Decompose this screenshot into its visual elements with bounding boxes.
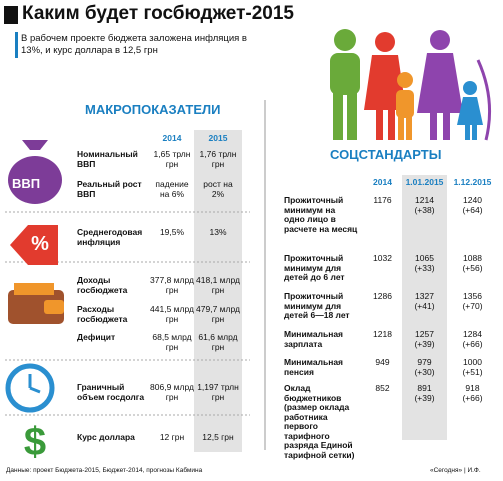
cell: 1218 [373,329,392,339]
change: (+56) [462,263,483,273]
cell: 806,9 млрд грн [150,382,194,402]
row-label: Оклад бюджетников (размер оклада работни… [284,383,355,460]
column-header: 1.12.2015 [453,177,492,187]
cell: 1065 [415,253,434,263]
source: Данные: проект Бюджета-2015, Бюджет-2014… [6,467,203,474]
subtitle: В рабочем проекте бюджета заложена инфля… [21,33,247,56]
cell: рост на 2% [203,179,233,199]
title: Каким будет госбюджет-2015 [22,3,295,24]
row-label: Дефицит [77,332,116,342]
percent-icon: % [10,225,58,265]
cell: 1032 [373,253,392,263]
change: (+30) [414,367,435,377]
change: (+38) [414,205,435,215]
row-label: Курс доллара [77,432,135,442]
row-label: Реальный рост ВВП [77,179,142,199]
change: (+64) [462,205,483,215]
cell: 1284 [463,329,482,339]
change: (+70) [462,301,483,311]
change: (+39) [414,393,435,403]
column-header: 2015 [208,133,228,143]
cell: 1327 [415,291,434,301]
column-header: 2014 [373,177,392,187]
cell: 13% [209,227,227,237]
change: (+41) [414,301,435,311]
dollar-icon: $ [24,420,46,464]
cell: 1,76 трлн грн [199,149,237,169]
row-label: Номинальный ВВП [77,149,138,169]
change: (+51) [462,367,483,377]
cell: 1286 [373,291,392,301]
cell: 1240 [463,195,482,205]
subtitle-bar [15,32,18,58]
cell: 979 [417,357,432,367]
cell: 12 грн [159,432,185,442]
cell: 1,197 трлн грн [197,382,239,402]
row-label: Расходы госбюджета [77,304,128,324]
cell: 61,6 млрд грн [198,332,238,352]
row-label: Доходы госбюджета [77,275,128,295]
row-label: Среднегодовая инфляция [77,227,143,247]
section-title: МАКРОПОКАЗАТЕЛИ [85,102,221,117]
svg-text:%: % [31,233,49,255]
cell: 1000 [463,357,482,367]
row-label: Прожиточный минимум на одно лицо в расче… [284,195,358,234]
wallet-icon [8,283,64,324]
cell: 441,5 млрд грн [150,304,194,324]
column-shade [402,175,447,440]
column-shade [194,130,242,452]
family-illustration [330,29,492,141]
cell: 12,5 грн [202,432,234,442]
title-marker [4,6,18,24]
cell: 949 [375,357,390,367]
bag-icon [8,140,62,204]
row-label: Прожиточный минимум для детей 6—18 лет [284,291,350,320]
column-header: 2014 [162,133,182,143]
section-title: СОЦСТАНДАРТЫ [330,147,442,162]
change: (+33) [414,263,435,273]
cell: 1,65 трлн грн [153,149,191,169]
change: (+39) [414,339,435,349]
credit: «Сегодня» | И.Ф. [430,467,481,474]
cell: 852 [375,383,390,393]
cell: 377,8 млрд грн [150,275,194,295]
row-label: Прожиточный минимум для детей до 6 лет [284,253,345,282]
cell: 918 [465,383,480,393]
cell: 418,1 млрд грн [196,275,240,295]
icon-label: ВВП [12,176,41,191]
clock-icon [5,363,55,413]
cell: 1257 [415,329,434,339]
cell: 1088 [463,253,482,263]
row-label: Граничный объем госдолга [77,382,145,402]
cell: 19,5% [159,227,185,237]
cell: 68,5 млрд грн [152,332,192,352]
cell: 479,7 млрд грн [196,304,240,324]
cell: 1176 [373,195,392,205]
change: (+66) [462,339,483,349]
change: (+66) [462,393,483,403]
cell: 1356 [463,291,482,301]
row-label: Минимальная пенсия [284,357,344,377]
row-label: Минимальная зарплата [284,329,344,349]
column-header: 1.01.2015 [405,177,444,187]
cell: 891 [417,383,432,393]
cell: 1214 [415,195,434,205]
cell: падение на 6% [155,179,189,199]
